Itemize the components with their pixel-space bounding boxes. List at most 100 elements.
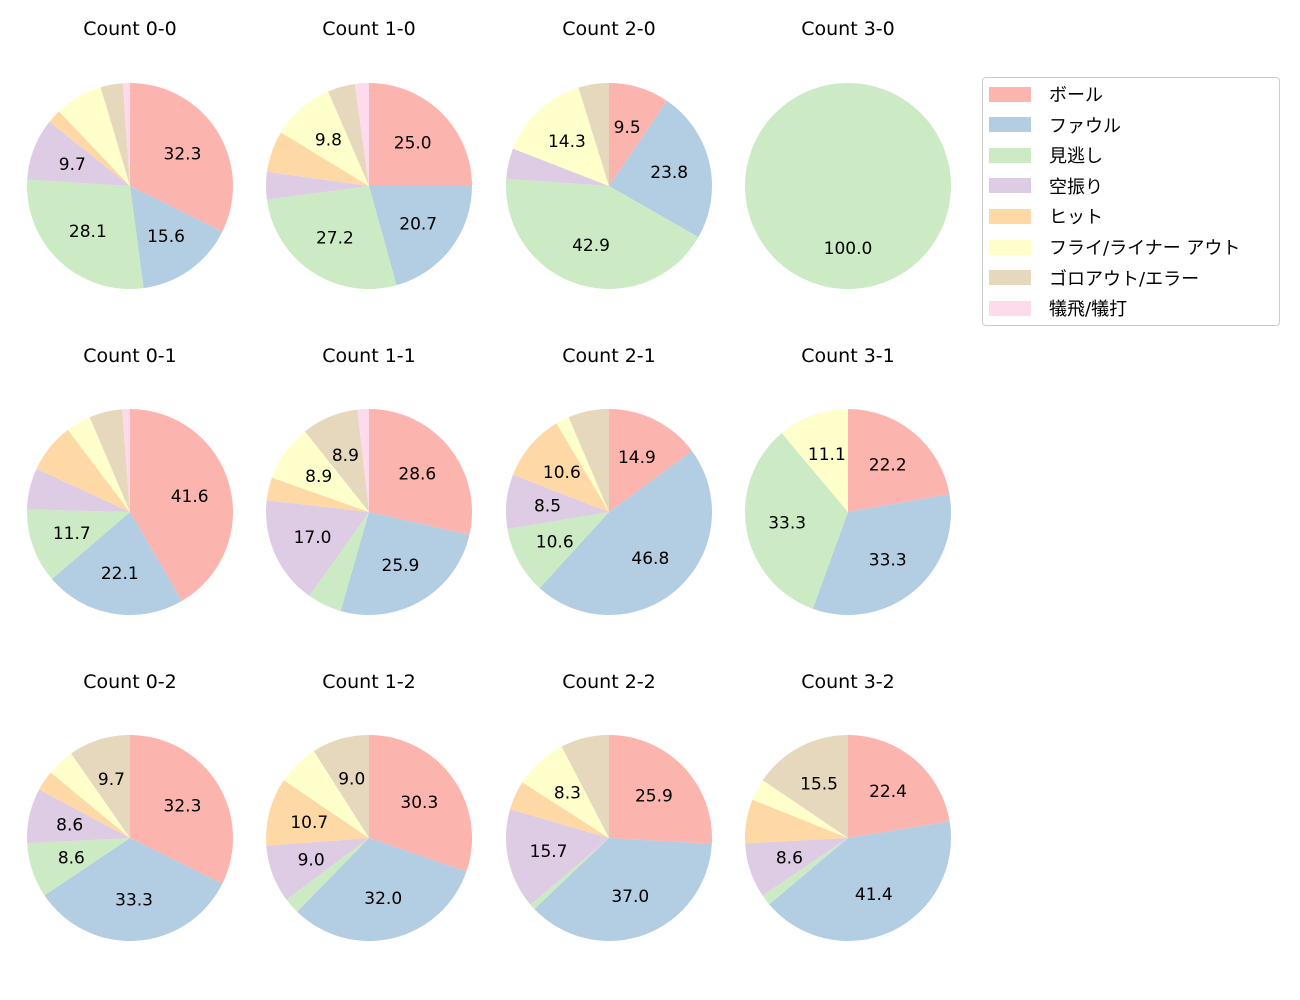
data-label: 33.3: [869, 550, 907, 570]
pie-slice: [812, 494, 951, 615]
pie-slice: [27, 179, 144, 289]
pie-slice: [609, 409, 693, 512]
pie-slice: [309, 512, 369, 612]
pie-slice: [762, 838, 848, 905]
data-label: 10.6: [536, 533, 574, 553]
pie-chart-grid: Count 0-0 32.3 15.6 28.1 9.7 Count 1-0 25.0 20.…: [26, 18, 952, 942]
pie-slice: [49, 111, 131, 186]
data-label: 9.8: [315, 130, 342, 150]
pie-slice: [266, 780, 369, 846]
data-label: 32.3: [164, 796, 202, 816]
pie-title: Count 3-0: [801, 18, 895, 40]
pie-slice: [281, 91, 369, 186]
legend-item: フライ/ライナー アウト: [989, 235, 1240, 259]
legend: ボール ファウル 見逃し 空振り ヒット フライ/ライナー アウト ゴロアウト/エラー 犠飛/…: [982, 77, 1280, 326]
legend-label: ファウル: [1049, 115, 1121, 137]
pie-slice: [100, 83, 130, 186]
data-label: 33.3: [115, 891, 153, 911]
pie-slice: [27, 468, 130, 512]
pie-slice: [769, 821, 952, 942]
data-label: 42.9: [572, 236, 610, 256]
data-label: 11.7: [53, 524, 91, 544]
legend-label: ヒット: [1049, 207, 1103, 229]
pie-slice: [530, 838, 609, 909]
data-label: 37.0: [611, 887, 649, 907]
pie-title: Count 1-1: [322, 345, 416, 367]
pie-slice: [745, 83, 951, 289]
pie-slice: [297, 838, 467, 941]
data-label: 23.8: [650, 163, 688, 183]
legend-swatch: [989, 178, 1031, 194]
pie-slice: [505, 474, 609, 529]
legend-swatch: [989, 270, 1031, 286]
pie-slice: [848, 735, 950, 838]
pie-slice: [266, 171, 369, 200]
pie-slice: [271, 431, 369, 512]
pie-title: Count 2-2: [562, 671, 656, 693]
pie-slice: [130, 83, 234, 232]
data-label: 22.1: [101, 564, 139, 584]
data-label: 10.7: [290, 813, 328, 833]
data-label: 9.7: [59, 155, 86, 175]
pie-count-1-0: Count 1-0 25.0 20.7 27.2 9.8: [266, 18, 472, 289]
data-label: 28.1: [69, 222, 107, 242]
legend-label: 犠飛/犠打: [1049, 299, 1128, 321]
data-label: 8.6: [56, 816, 83, 836]
pie-slice: [512, 423, 609, 512]
data-label: 8.6: [58, 848, 85, 868]
data-label: 8.5: [534, 497, 561, 517]
data-label: 46.8: [631, 549, 669, 569]
pie-slice: [505, 178, 699, 290]
legend-swatch: [989, 239, 1031, 255]
pie-slice: [848, 409, 950, 512]
data-label: 41.6: [171, 487, 209, 507]
pie-slice: [26, 509, 130, 580]
pie-slice: [781, 409, 848, 512]
pie-count-3-2: Count 3-2 22.4 41.4 8.6 15.5: [745, 671, 952, 942]
data-label: 11.1: [808, 445, 846, 465]
data-label: 25.9: [635, 787, 673, 807]
data-label: 32.0: [364, 889, 402, 909]
data-label: 41.4: [855, 885, 893, 905]
data-label: 14.9: [618, 448, 656, 468]
data-label: 9.5: [614, 118, 641, 138]
legend-item: ヒット: [989, 204, 1103, 228]
pie-slice: [578, 83, 609, 186]
pie-slice: [122, 409, 130, 512]
data-label: 15.6: [147, 227, 185, 247]
legend-swatch: [989, 147, 1031, 163]
pie-slice: [609, 100, 713, 238]
data-label: 22.2: [869, 456, 907, 476]
pie-slice: [507, 512, 609, 589]
pie-slice: [328, 83, 369, 186]
pie-slice: [609, 735, 712, 844]
pie-title: Count 0-2: [83, 671, 177, 693]
pie-slice: [609, 83, 667, 186]
data-label: 8.3: [554, 783, 581, 803]
pie-slice: [745, 433, 848, 609]
pie-count-0-1: Count 0-1 41.6 22.1 11.7: [26, 345, 234, 615]
legend-label: 空振り: [1049, 176, 1103, 198]
pie-slice: [89, 409, 130, 512]
data-label: 14.3: [548, 132, 586, 152]
pie-slice: [266, 477, 369, 512]
pie-slice: [27, 789, 130, 844]
pie-count-3-0: Count 3-0 100.0: [745, 18, 951, 289]
pie-slice: [762, 735, 848, 838]
pie-title: Count 0-1: [83, 345, 177, 367]
data-label: 8.6: [776, 849, 803, 869]
pie-title: Count 2-0: [562, 18, 656, 40]
pie-title: Count 3-1: [801, 345, 895, 367]
legend-swatch: [989, 300, 1031, 316]
pie-slice: [27, 838, 130, 896]
pie-count-1-2: Count 1-2 30.3 32.0 9.0 10.7 9.0: [266, 671, 472, 941]
pie-count-2-0: Count 2-0 9.5 23.8 42.9 14.3: [505, 18, 713, 290]
legend-label: ボール: [1049, 85, 1103, 106]
pie-slice: [304, 409, 369, 512]
data-label: 100.0: [824, 239, 873, 259]
pie-slice: [506, 809, 609, 905]
pie-slice: [266, 838, 369, 900]
data-label: 15.7: [530, 842, 568, 862]
pie-count-1-1: Count 1-1 28.6 25.9 17.0 8.98.9: [266, 345, 473, 616]
pie-slice: [122, 83, 130, 186]
